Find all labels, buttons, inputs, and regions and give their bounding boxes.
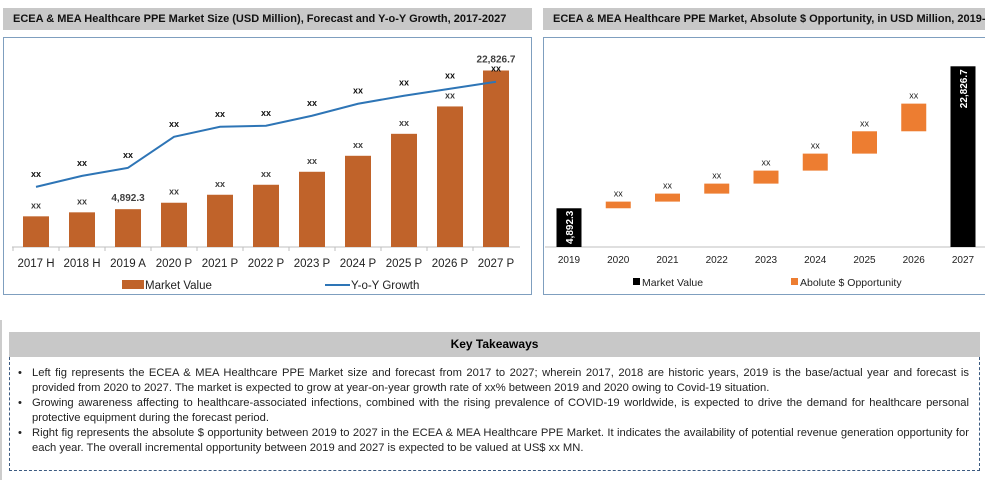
left-chart-panel [3, 37, 532, 295]
x-tick-label: 2021 P [202, 258, 239, 270]
bar-market-value [161, 202, 187, 247]
key-takeaways-body: Left fig represents the ECEA & MEA Healt… [9, 357, 980, 471]
bar-market-value [556, 208, 582, 247]
x-tick-label: 2022 P [248, 258, 285, 270]
x-tick-label: 2027 P [478, 258, 515, 270]
takeaway-item: Right fig represents the absolute $ oppo… [18, 426, 969, 455]
bar-data-label: xx [445, 90, 455, 100]
bar-data-label: 4,892.3 [565, 210, 576, 244]
legend-swatch-opportunity [791, 278, 798, 285]
bar-absolute-opportunity [901, 103, 927, 132]
line-data-label: xx [123, 150, 133, 160]
bar-market-value [299, 171, 325, 247]
line-data-label: xx [77, 158, 87, 168]
x-tick-label: 2018 H [63, 258, 100, 270]
x-tick-label: 2025 [853, 255, 876, 266]
bar-market-value [207, 194, 233, 247]
line-data-label: xx [261, 108, 271, 118]
bar-market-value [950, 66, 976, 247]
bar-data-label: 4,892.3 [111, 193, 145, 204]
bar-data-label: xx [614, 189, 624, 199]
legend-swatch-market-value [122, 280, 144, 289]
legend-swatch-market-value [633, 278, 640, 285]
x-tick-label: 2026 P [432, 258, 469, 270]
x-tick-label: 2021 [656, 255, 679, 266]
right-chart-title: ECEA & MEA Healthcare PPE Market, Absolu… [543, 8, 985, 30]
x-tick-label: 2024 [804, 255, 827, 266]
x-tick-label: 2022 [706, 255, 729, 266]
bar-absolute-opportunity [852, 131, 877, 154]
line-data-label: xx [307, 98, 317, 108]
bar-data-label: xx [31, 200, 41, 210]
takeaway-item: Left fig represents the ECEA & MEA Healt… [18, 366, 969, 395]
bar-data-label: xx [712, 171, 722, 181]
bar-market-value [69, 212, 95, 247]
bar-absolute-opportunity [704, 183, 730, 194]
bar-data-label: xx [663, 181, 673, 191]
line-data-label: xx [491, 64, 501, 74]
bar-data-label: xx [860, 118, 870, 128]
divider [0, 320, 2, 480]
bar-market-value [115, 209, 141, 247]
bar-market-value [253, 184, 279, 247]
line-data-label: xx [31, 169, 41, 179]
line-data-label: xx [353, 86, 363, 96]
bar-data-label: xx [909, 91, 919, 101]
bar-absolute-opportunity [655, 193, 680, 202]
bar-data-label: xx [215, 179, 225, 189]
bar-data-label: xx [77, 196, 87, 206]
line-yoy-growth [35, 80, 497, 188]
x-tick-label: 2019 [558, 255, 581, 266]
line-data-label: xx [399, 78, 409, 88]
line-data-label: xx [445, 71, 455, 81]
x-tick-label: 2025 P [386, 258, 423, 270]
bar-data-label: xx [353, 140, 363, 150]
x-tick-label: 2023 [755, 255, 778, 266]
legend-label: Y-o-Y Growth [351, 280, 419, 292]
x-tick-label: 2019 A [110, 258, 146, 270]
bar-data-label: xx [399, 118, 409, 128]
x-tick-label: 2017 H [17, 258, 54, 270]
line-data-label: xx [215, 109, 225, 119]
x-tick-label: 2027 [952, 255, 975, 266]
takeaway-item: Growing awareness affecting to healthcar… [18, 396, 969, 425]
bar-absolute-opportunity [605, 201, 631, 209]
x-tick-label: 2020 [607, 255, 630, 266]
x-tick-label: 2020 P [156, 258, 193, 270]
bar-market-value [391, 133, 417, 247]
left-chart-title: ECEA & MEA Healthcare PPE Market Size (U… [3, 8, 532, 30]
line-data-label: xx [169, 119, 179, 129]
bar-market-value [483, 70, 509, 247]
bar-market-value [345, 155, 371, 247]
bar-data-label: xx [307, 156, 317, 166]
bar-data-label: xx [762, 158, 772, 168]
x-tick-label: 2024 P [340, 258, 377, 270]
bar-data-label: xx [261, 169, 271, 179]
bar-data-label: 22,826.7 [959, 69, 970, 108]
legend-label: Market Value [145, 280, 212, 292]
bar-market-value [437, 106, 463, 248]
bar-data-label: xx [169, 187, 179, 197]
x-tick-label: 2023 P [294, 258, 331, 270]
legend-label: Market Value [642, 277, 703, 289]
right-chart-panel [543, 37, 985, 295]
x-tick-label: 2026 [903, 255, 926, 266]
bar-data-label: xx [811, 141, 821, 151]
bar-market-value [23, 216, 49, 247]
charts-svg: xx 2017 H xx xx 2018 H xx 4,892.3 2019 A xx xx 202… [12, 55, 985, 292]
legend-label: Abolute $ Opportunity [800, 277, 902, 289]
bar-data-label: 22,826.7 [477, 55, 516, 66]
key-takeaways-title: Key Takeaways [9, 332, 980, 357]
bar-absolute-opportunity [753, 170, 779, 184]
bar-absolute-opportunity [802, 153, 828, 171]
